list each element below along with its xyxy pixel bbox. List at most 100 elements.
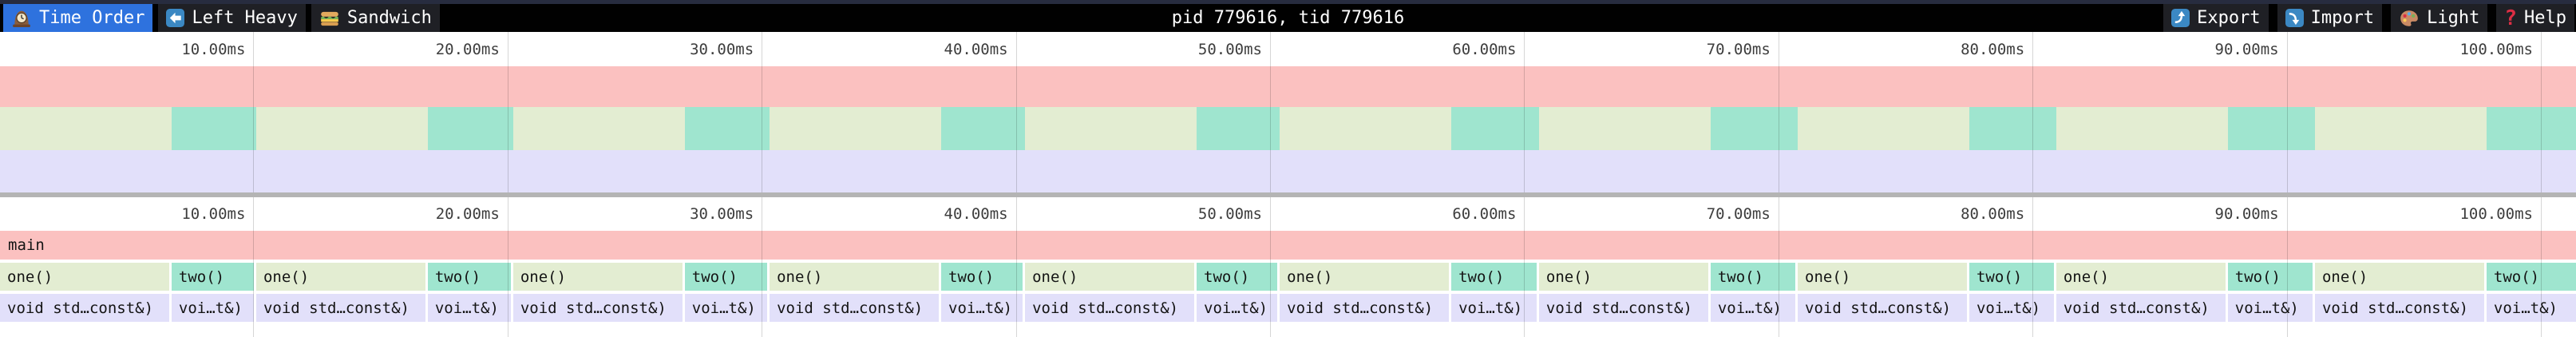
frame-one[interactable]: one() [255, 263, 425, 291]
frame-two-child[interactable]: voi…t&) [2486, 294, 2576, 322]
tick-label: 10.00ms [181, 205, 246, 223]
frame-two[interactable]: two() [1451, 263, 1537, 291]
clock-icon [11, 8, 32, 29]
minimap-frame-two [1451, 107, 1539, 150]
tick-label: 100.00ms [2459, 40, 2533, 58]
frame-two[interactable]: two() [171, 263, 254, 291]
frame-one-child[interactable]: void std…const&) [512, 294, 683, 322]
frame-one[interactable]: one() [512, 263, 683, 291]
tick-label: 50.00ms [1197, 205, 1262, 223]
frame-label: main [8, 236, 45, 254]
frame-two[interactable]: two() [941, 263, 1023, 291]
export-button[interactable]: Export [2163, 4, 2269, 32]
timeline-ruler-main: 10.00ms 20.00ms 30.00ms 40.00ms 50.00ms 60.00… [0, 197, 2576, 231]
frame-two-child[interactable]: voi…t&) [171, 294, 254, 322]
action-label: Light [2427, 8, 2480, 28]
tick-label: 90.00ms [2214, 40, 2279, 58]
frame-one[interactable]: one() [1538, 263, 1708, 291]
left-arrow-icon [166, 9, 185, 27]
tick-label: 90.00ms [2214, 205, 2279, 223]
frame-two-child[interactable]: voi…t&) [1197, 294, 1278, 322]
tick-label: 80.00ms [1961, 40, 2025, 58]
frame-one-child[interactable]: void std…const&) [1798, 294, 1967, 322]
frame-two-child[interactable]: voi…t&) [1969, 294, 2054, 322]
frame-one-child[interactable]: void std…const&) [770, 294, 940, 322]
tick-label: 60.00ms [1452, 40, 1517, 58]
flame-row-depth2: void std…const&) voi…t&) void std…const&) v… [0, 294, 2576, 322]
minimap-frame-two [1710, 107, 1798, 150]
frame-two-child[interactable]: voi…t&) [1451, 294, 1537, 322]
tick-label: 40.00ms [944, 40, 1008, 58]
frame-one[interactable]: one() [1280, 263, 1450, 291]
minimap-row-depth2 [0, 150, 2576, 192]
minimap-frame-two [2227, 107, 2315, 150]
minimap-frame-two [684, 107, 770, 150]
toolbar: Time Order Left Heavy Sandwich pid 77961… [0, 0, 2576, 32]
frame-two-child[interactable]: voi…t&) [684, 294, 768, 322]
tick-label: 80.00ms [1961, 205, 2025, 223]
flame-row-depth1: one() two() one() two() one() two() one() two()… [0, 263, 2576, 291]
frame-one-child[interactable]: void std…const&) [1280, 294, 1450, 322]
tick-label: 20.00ms [435, 40, 500, 58]
frame-two[interactable]: two() [1197, 263, 1278, 291]
tick-label: 30.00ms [690, 205, 754, 223]
frame-two[interactable]: two() [1710, 263, 1796, 291]
timeline-ruler-top: 10.00ms 20.00ms 30.00ms 40.00ms 50.00ms 60.00… [0, 32, 2576, 66]
question-mark-icon: ? [2504, 6, 2518, 30]
tab-time-order[interactable]: Time Order [3, 4, 153, 32]
tick-label: 60.00ms [1452, 205, 1517, 223]
action-label: Help [2524, 8, 2566, 28]
flamechart[interactable]: 10.00ms 20.00ms 30.00ms 40.00ms 50.00ms 60.00… [0, 197, 2576, 337]
tick-label: 70.00ms [1706, 40, 1771, 58]
frame-two[interactable]: two() [684, 263, 768, 291]
export-icon [2171, 9, 2190, 27]
tick-label: 10.00ms [181, 40, 246, 58]
frame-one-child[interactable]: void std…const&) [2314, 294, 2484, 322]
frame-two-child[interactable]: voi…t&) [1710, 294, 1796, 322]
frame-one[interactable]: one() [1025, 263, 1194, 291]
frame-two-child[interactable]: voi…t&) [2227, 294, 2313, 322]
help-button[interactable]: ? Help [2496, 4, 2574, 32]
frame-one[interactable]: one() [770, 263, 940, 291]
minimap-divider[interactable] [0, 192, 2576, 197]
import-icon [2285, 9, 2304, 27]
frame-one[interactable]: one() [1798, 263, 1967, 291]
toolbar-actions: Export Import Li [2155, 4, 2574, 32]
frame-two[interactable]: two() [2227, 263, 2313, 291]
frame-one-child[interactable]: void std…const&) [1025, 294, 1194, 322]
frame-two[interactable]: two() [427, 263, 511, 291]
tick-label: 40.00ms [944, 205, 1008, 223]
tick-label: 100.00ms [2459, 205, 2533, 223]
sandwich-icon [319, 8, 340, 29]
frame-one[interactable]: one() [0, 263, 169, 291]
minimap-frame-two [941, 107, 1026, 150]
frame-two-child[interactable]: voi…t&) [427, 294, 511, 322]
theme-toggle-button[interactable]: Light [2391, 4, 2488, 32]
frame-one-child[interactable]: void std…const&) [2056, 294, 2226, 322]
action-label: Export [2197, 8, 2261, 28]
tick-label: 50.00ms [1197, 40, 1262, 58]
tick-label: 20.00ms [435, 205, 500, 223]
tab-sandwich[interactable]: Sandwich [311, 4, 440, 32]
frame-two-child[interactable]: voi…t&) [941, 294, 1023, 322]
import-button[interactable]: Import [2277, 4, 2383, 32]
frame-one[interactable]: one() [2056, 263, 2226, 291]
minimap[interactable]: 10.00ms 20.00ms 30.00ms 40.00ms 50.00ms 60.00… [0, 32, 2576, 192]
tab-label: Left Heavy [192, 8, 298, 28]
palette-icon [2399, 8, 2420, 29]
frame-one-child[interactable]: void std…const&) [1538, 294, 1708, 322]
tick-label: 70.00ms [1706, 205, 1771, 223]
action-label: Import [2310, 8, 2375, 28]
minimap-row-depth1 [0, 107, 2576, 150]
frame-one-child[interactable]: void std…const&) [0, 294, 169, 322]
minimap-frame-two [1197, 107, 1280, 150]
tab-label: Time Order [39, 8, 145, 28]
minimap-frame-two [2486, 107, 2576, 150]
frame-two[interactable]: two() [2486, 263, 2576, 291]
frame-one[interactable]: one() [2314, 263, 2484, 291]
tab-left-heavy[interactable]: Left Heavy [158, 4, 306, 32]
frame-main[interactable]: main [0, 231, 2576, 260]
minimap-frame-two [427, 107, 513, 150]
frame-two[interactable]: two() [1969, 263, 2054, 291]
frame-one-child[interactable]: void std…const&) [255, 294, 425, 322]
